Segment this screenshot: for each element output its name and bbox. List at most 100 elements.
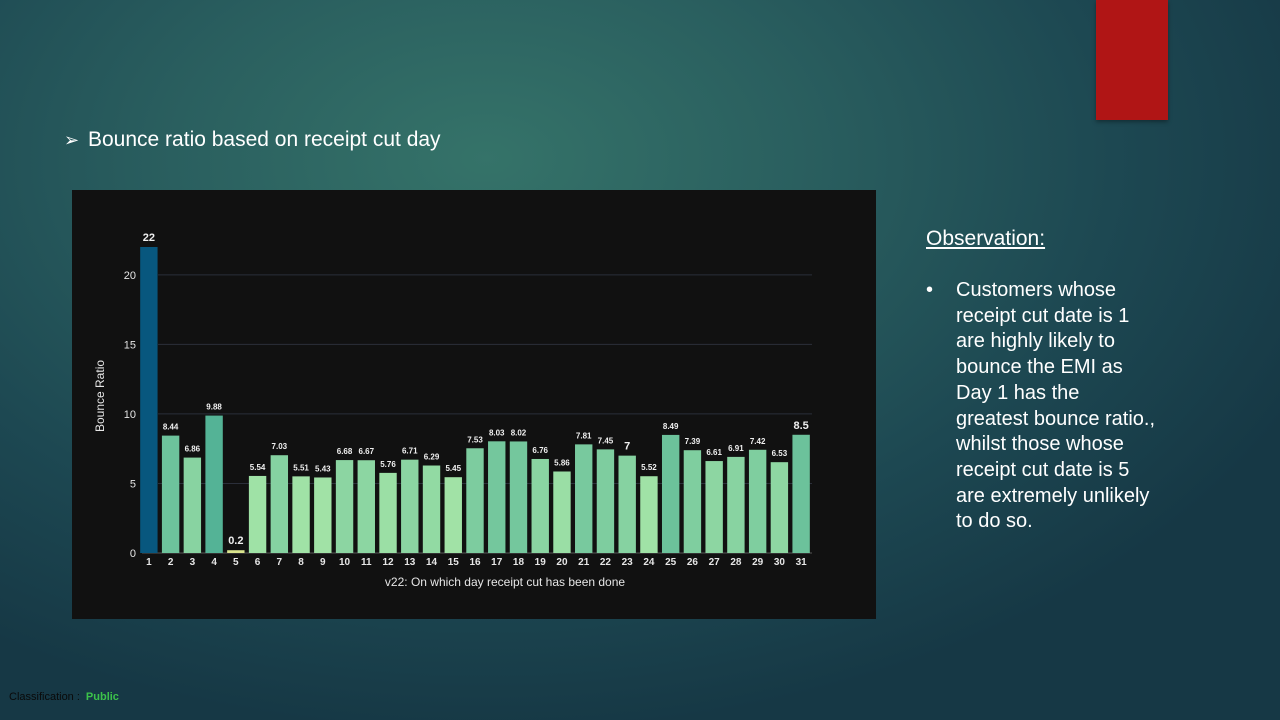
x-tick-label: 5	[233, 557, 239, 568]
x-tick-label: 20	[556, 557, 568, 568]
bar	[705, 461, 723, 553]
arrow-bullet-icon: ➢	[64, 129, 80, 150]
observation-title: Observation:	[926, 227, 1046, 250]
bounce-ratio-chart: 0 5 10 15 20 22 1 8.44 2 6.86 3 9.88 4 0.2 5 5.54 6 7.03 7…	[93, 232, 812, 589]
bar-value-label: 0.2	[228, 535, 243, 547]
bar-value-label: 6.86	[185, 445, 201, 454]
red-accent-bar	[1096, 0, 1168, 120]
observation-text: Customers whose receipt cut date is 1 ar…	[956, 279, 1156, 533]
bar-value-label: 6.53	[772, 449, 788, 458]
x-tick-label: 29	[752, 557, 764, 568]
x-tick-label: 10	[339, 557, 351, 568]
bar-value-label: 6.76	[532, 446, 548, 455]
bar	[531, 458, 549, 553]
classification-label: Classification :	[9, 691, 80, 703]
x-tick-label: 18	[513, 557, 525, 568]
y-tick-label: 10	[124, 409, 136, 421]
classification-footer: Classification : Public	[9, 691, 119, 703]
x-tick-label: 3	[190, 557, 196, 568]
x-tick-label: 11	[361, 557, 372, 568]
x-tick-label: 12	[382, 557, 394, 568]
y-axis-title: Bounce Ratio	[93, 360, 107, 432]
bar	[596, 449, 615, 553]
bar-value-label: 8.03	[489, 428, 505, 437]
bar-value-label: 5.76	[380, 460, 396, 469]
bar-value-label: 22	[143, 232, 155, 244]
bar-value-label: 7.39	[685, 437, 701, 446]
bar	[792, 434, 810, 553]
bar	[335, 460, 354, 553]
bar-value-label: 6.91	[728, 444, 744, 453]
bar-value-label: 8.49	[663, 422, 679, 431]
x-tick-label: 13	[404, 557, 416, 568]
slide-heading: ➢ Bounce ratio based on receipt cut day	[64, 128, 441, 152]
x-tick-label: 15	[448, 557, 460, 568]
bar-value-label: 5.52	[641, 463, 657, 472]
bar	[553, 471, 571, 553]
x-tick-label: 25	[665, 557, 677, 568]
observation-bullet-item: • Customers whose receipt cut date is 1 …	[926, 278, 1156, 535]
bar	[314, 477, 332, 553]
x-tick-label: 28	[730, 557, 742, 568]
x-tick-label: 27	[709, 557, 721, 568]
x-tick-label: 16	[469, 557, 481, 568]
bar	[227, 550, 245, 553]
y-tick-label: 0	[130, 548, 136, 560]
bar-value-label: 7.42	[750, 437, 766, 446]
bar	[466, 448, 484, 553]
bar-value-label: 5.51	[293, 463, 309, 472]
heading-text: Bounce ratio based on receipt cut day	[88, 128, 441, 151]
x-axis-title: v22: On which day receipt cut has been d…	[385, 575, 625, 589]
x-tick-label: 2	[168, 557, 174, 568]
bar-value-label: 6.71	[402, 447, 418, 456]
x-tick-label: 22	[600, 557, 612, 568]
bar	[640, 476, 658, 553]
bar-value-label: 5.45	[445, 464, 461, 473]
bar	[488, 441, 506, 553]
bar-value-label: 9.88	[206, 403, 222, 412]
bar	[357, 460, 375, 553]
bar	[161, 435, 180, 553]
bar	[683, 450, 702, 553]
bar-value-label: 8.02	[511, 428, 527, 437]
y-tick-label: 5	[130, 478, 136, 490]
bar-chart-panel: 0 5 10 15 20 22 1 8.44 2 6.86 3 9.88 4 0.2 5 5.54 6 7.03 7…	[72, 190, 876, 619]
bar	[140, 247, 158, 553]
x-tick-label: 30	[774, 557, 786, 568]
bar-value-label: 7.45	[598, 436, 614, 445]
x-tick-label: 26	[687, 557, 699, 568]
bar	[444, 477, 462, 553]
bar-value-label: 6.61	[706, 448, 722, 457]
bullet-icon: •	[926, 279, 934, 301]
bar-value-label: 5.54	[250, 463, 266, 472]
x-tick-label: 19	[535, 557, 547, 568]
bar	[248, 475, 267, 553]
bar	[292, 476, 310, 553]
y-tick-label: 15	[124, 339, 136, 351]
bar	[618, 455, 636, 553]
bar	[575, 444, 593, 553]
x-tick-label: 21	[578, 557, 590, 568]
x-tick-label: 17	[491, 557, 503, 568]
x-tick-label: 1	[146, 557, 152, 568]
bar	[270, 455, 289, 553]
bar	[205, 415, 223, 553]
y-tick-label: 20	[124, 270, 136, 282]
x-tick-label: 6	[255, 557, 261, 568]
bar-value-label: 6.68	[337, 447, 353, 456]
bar	[748, 449, 767, 553]
bar-value-label: 7.53	[467, 435, 483, 444]
bar-value-label: 7	[624, 441, 630, 453]
bar	[422, 465, 441, 553]
bar-value-label: 7.03	[272, 442, 288, 451]
bar-value-label: 5.86	[554, 458, 570, 467]
bar-value-label: 8.44	[163, 423, 179, 432]
bar-value-label: 6.67	[359, 447, 375, 456]
x-tick-label: 7	[277, 557, 283, 568]
x-tick-label: 9	[320, 557, 326, 568]
bar-value-label: 7.81	[576, 431, 592, 440]
x-tick-label: 4	[211, 557, 217, 568]
bar	[509, 441, 528, 553]
bar	[770, 462, 789, 553]
x-tick-label: 23	[622, 557, 634, 568]
